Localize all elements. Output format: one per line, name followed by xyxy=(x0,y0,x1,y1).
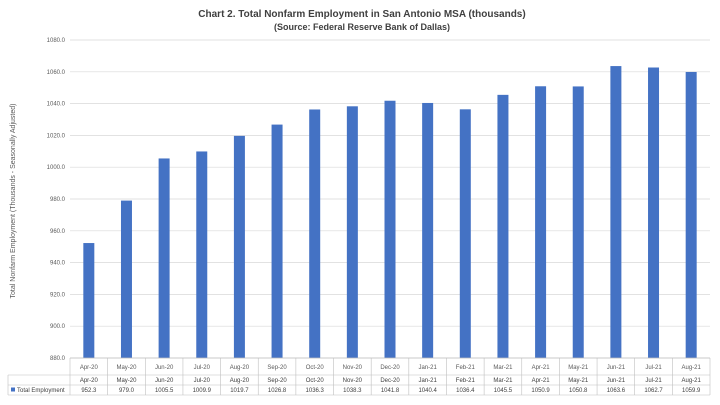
table-header-cell: Sep-20 xyxy=(267,378,287,384)
table-value-cell: 1059.9 xyxy=(682,388,701,394)
bar xyxy=(648,67,660,359)
x-tick-label: Jun-20 xyxy=(155,365,174,371)
y-tick-label: 1000.0 xyxy=(47,165,66,171)
table-value-cell: 1040.4 xyxy=(418,388,437,394)
bar xyxy=(497,94,509,358)
y-tick-label: 880.0 xyxy=(50,356,66,362)
y-tick-label: 980.0 xyxy=(50,197,66,203)
table-header-cell: Aug-21 xyxy=(681,378,701,384)
x-tick-label: Nov-20 xyxy=(343,365,363,371)
table-value-cell: 979.0 xyxy=(119,388,135,394)
bar xyxy=(459,109,471,358)
bar xyxy=(346,106,358,358)
bar xyxy=(158,158,170,358)
table-header-cell: Apr-21 xyxy=(532,378,551,384)
legend-key xyxy=(11,387,15,392)
chart-title: Chart 2. Total Nonfarm Employment in San… xyxy=(198,9,525,20)
y-tick-label: 1060.0 xyxy=(47,70,66,76)
table-header-cell: Oct-20 xyxy=(306,378,325,384)
bar xyxy=(233,135,245,358)
x-tick-label: Feb-21 xyxy=(456,365,476,371)
x-tick-label: Aug-20 xyxy=(230,365,250,371)
y-axis: 880.0 900.0 920.0 940.0 960.0 980.0 1000.0 1020… xyxy=(47,38,66,362)
table-header-cell: May-21 xyxy=(568,378,589,384)
x-tick-label: May-20 xyxy=(116,365,137,371)
data-table: Apr-20 Apr-20 952.3 May-20 May-20 979.0 Jun-20… xyxy=(7,357,711,396)
chart-subtitle: (Source: Federal Reserve Bank of Dallas) xyxy=(274,22,450,32)
x-tick-label: May-21 xyxy=(568,365,589,371)
table-value-cell: 1063.6 xyxy=(607,388,626,394)
x-tick-label: Jul-21 xyxy=(645,365,662,371)
table-value-cell: 1045.5 xyxy=(494,388,513,394)
bar xyxy=(610,66,622,359)
bar xyxy=(83,243,95,358)
table-header-cell: Dec-20 xyxy=(380,378,400,384)
table-value-cell: 1036.4 xyxy=(456,388,475,394)
x-tick-label: Jul-20 xyxy=(194,365,211,371)
y-tick-label: 900.0 xyxy=(50,324,66,330)
y-tick-label: 1080.0 xyxy=(47,38,66,44)
table-value-cell: 1009.9 xyxy=(193,388,212,394)
bar xyxy=(685,71,697,359)
bar xyxy=(309,109,321,358)
table-value-cell: 1041.8 xyxy=(381,388,400,394)
legend-label: Total Employment xyxy=(17,388,65,394)
bar xyxy=(196,151,208,358)
table-header-cell: Mar-21 xyxy=(493,378,513,384)
table-header-cell: Jul-21 xyxy=(645,378,662,384)
x-tick-label: Oct-20 xyxy=(306,365,325,371)
table-header-cell: Nov-20 xyxy=(343,378,363,384)
y-tick-label: 940.0 xyxy=(50,261,66,267)
table-header-cell: Feb-21 xyxy=(456,378,476,384)
y-tick-label: 1020.0 xyxy=(47,133,66,139)
y-tick-label: 920.0 xyxy=(50,292,66,298)
x-tick-label: Apr-21 xyxy=(532,365,551,371)
y-tick-label: 960.0 xyxy=(50,229,66,235)
x-tick-label: Jun-21 xyxy=(607,365,626,371)
table-value-cell: 1050.9 xyxy=(531,388,550,394)
bar xyxy=(384,100,396,358)
x-tick-label: Sep-20 xyxy=(267,365,287,371)
table-value-cell: 1062.7 xyxy=(644,388,663,394)
bar xyxy=(535,86,547,359)
bar xyxy=(572,86,584,358)
bars xyxy=(83,66,697,359)
table-value-cell: 952.3 xyxy=(81,388,97,394)
table-header-cell: Jan-21 xyxy=(418,378,437,384)
y-axis-title: Total Nonfarm Employment (Thousands - Se… xyxy=(10,104,17,299)
table-header-cell: Jun-21 xyxy=(607,378,626,384)
table-value-cell: 1036.3 xyxy=(306,388,325,394)
bar xyxy=(422,102,434,359)
bar xyxy=(271,124,283,358)
x-tick-label: Jan-21 xyxy=(418,365,437,371)
table-header-cell: Apr-20 xyxy=(80,378,99,384)
x-tick-label: Mar-21 xyxy=(493,365,513,371)
y-tick-label: 1040.0 xyxy=(47,102,66,108)
x-tick-label: Dec-20 xyxy=(380,365,400,371)
table-header-cell: Jul-20 xyxy=(194,378,211,384)
x-tick-label: Apr-20 xyxy=(80,365,99,371)
table-value-cell: 1026.8 xyxy=(268,388,287,394)
table-header-cell: Jun-20 xyxy=(155,378,174,384)
table-header-cell: May-20 xyxy=(116,378,137,384)
table-value-cell: 1050.8 xyxy=(569,388,588,394)
table-value-cell: 1005.5 xyxy=(155,388,174,394)
table-value-cell: 1019.7 xyxy=(230,388,249,394)
bar xyxy=(120,200,132,358)
x-tick-label: Aug-21 xyxy=(681,365,701,371)
table-value-cell: 1038.3 xyxy=(343,388,362,394)
table-header-cell: Aug-20 xyxy=(230,378,250,384)
